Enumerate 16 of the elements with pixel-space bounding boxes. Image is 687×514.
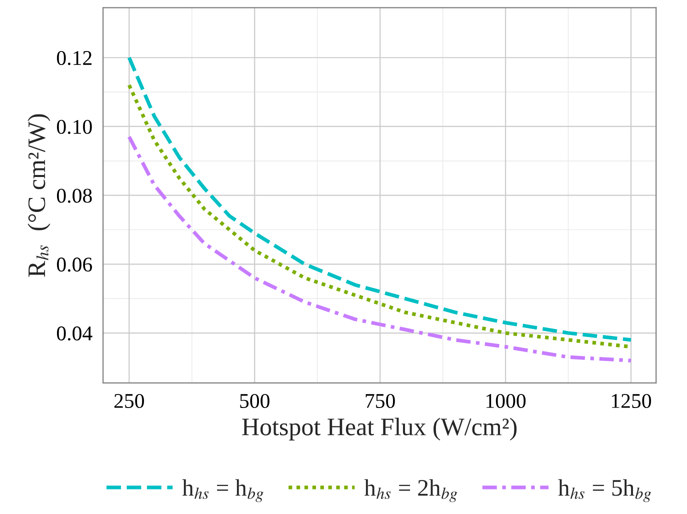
x-tick-label: 750 xyxy=(366,394,395,408)
y-tick-label: 0.12 xyxy=(56,51,92,66)
y-tick-label: 0.06 xyxy=(56,258,92,272)
y-tick-label: 0.08 xyxy=(56,188,92,203)
x-tick-label: 1250 xyxy=(612,394,652,408)
legend-label: h$_{hs}$ = 2h$_{bg}$ xyxy=(364,479,458,502)
x-axis-title: Hotspot Heat Flux (W/cm²) xyxy=(242,418,517,440)
line-series xyxy=(127,134,633,362)
y-tick-label: 0.04 xyxy=(56,326,92,341)
x-tick-label: 250 xyxy=(114,394,144,408)
x-tick-label: 1000 xyxy=(486,394,526,408)
legend-label: h$_{hs}$ = h$_{bg}$ xyxy=(182,479,264,502)
y-axis-title: R$_{hs}$ (°C cm²/W) xyxy=(28,114,50,277)
y-tick-label: 0.10 xyxy=(56,120,92,134)
x-tick-label: 500 xyxy=(240,394,270,408)
legend-label: h$_{hs}$ = 5h$_{bg}$ xyxy=(558,479,651,502)
